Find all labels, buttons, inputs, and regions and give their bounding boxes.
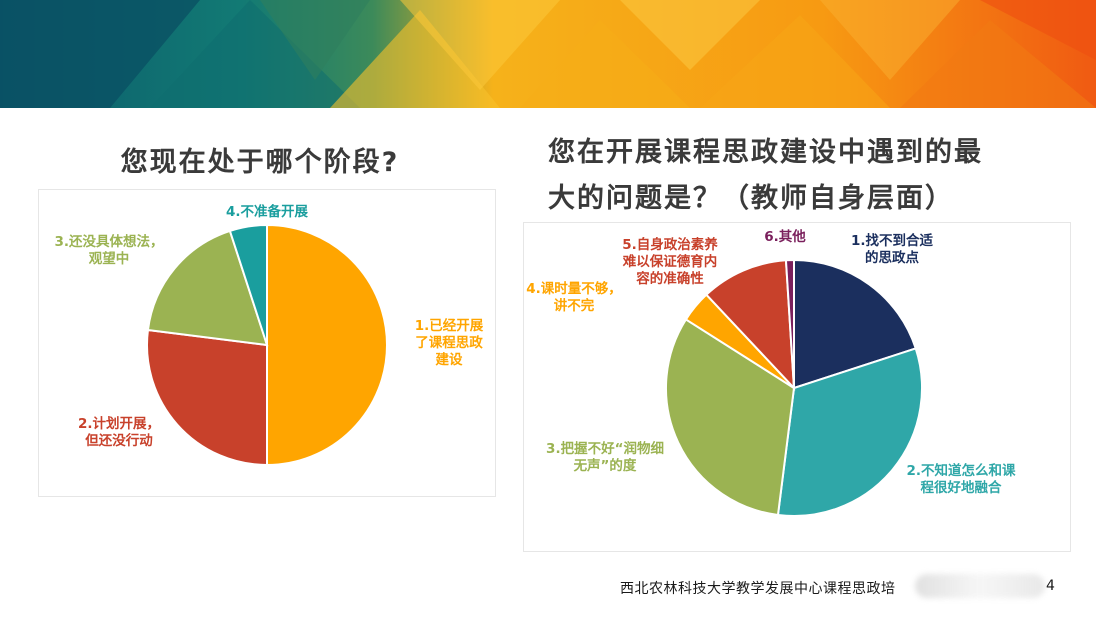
chart2-pie — [665, 258, 923, 517]
chart2-title: 您在开展课程思政建设中遇到的最 大的问题是？（教师自身层面） — [548, 130, 1028, 222]
footer-text: 西北农林科技大学教学发展中心课程思政培 — [620, 581, 896, 597]
slice-label-line: 讲不完 — [553, 298, 595, 314]
chart2-title-line: 您在开展课程思政建设中遇到的最 — [548, 137, 983, 168]
slice-label-line: 5.自身政治素养 — [622, 237, 718, 253]
slice-label-line: 建设 — [435, 352, 463, 368]
pie-slice — [784, 258, 795, 389]
pie-slice — [146, 229, 269, 347]
slice-label-line: 的思政点 — [865, 250, 919, 266]
slice-label-line: 了课程思政 — [415, 335, 483, 351]
chart2-panel: 1.找不到合适 的思政点 2.不知道怎么和课 程很好地融合 3.把握不好“润物细 无声”的… — [523, 222, 1071, 552]
pie-slice — [704, 259, 796, 391]
slice-label-line: 程很好地融合 — [920, 480, 1002, 496]
slice-label: 1.已经开展 了课程思政 建设 — [415, 318, 484, 369]
chart2-title-line: 大的问题是？（教师自身层面） — [548, 183, 954, 214]
slice-label-line: 但还没行动 — [85, 433, 153, 449]
footer-blurred-region — [915, 574, 1045, 598]
chart1-panel: 1.已经开展 了课程思政 建设 2.计划开展， 但还没行动 3.还没具体想法， 观望中 4.不… — [38, 189, 496, 497]
pie-slice — [793, 258, 917, 390]
slice-label-line: 3.还没具体想法， — [54, 234, 164, 250]
slice-label-line: 难以保证德育内 — [622, 254, 718, 270]
pie-slice — [228, 223, 268, 346]
page-number: 4 — [1046, 578, 1055, 594]
slice-label-line: 6.其他 — [764, 229, 806, 245]
slice-label: 2.不知道怎么和课 程很好地融合 — [906, 463, 1015, 497]
slice-label-line: 2.计划开展， — [77, 416, 161, 432]
slice-label: 3.还没具体想法， 观望中 — [54, 234, 163, 268]
slice-label: 5.自身政治素养 难以保证德育内 容的准确性 — [622, 237, 718, 288]
banner-graphic — [0, 0, 1096, 108]
pie-slice — [266, 223, 388, 467]
slice-label-line: 无声”的度 — [573, 458, 637, 474]
slice-label: 4.不准备开展 — [226, 204, 308, 221]
slice-label-line: 3.把握不好“润物细 — [546, 441, 664, 457]
slice-label-line: 1.找不到合适 — [850, 233, 934, 249]
slice-label-line: 4.课时量不够， — [526, 281, 622, 297]
slice-label-line: 2.不知道怎么和课 — [906, 463, 1016, 479]
slice-label-line: 4.不准备开展 — [225, 204, 309, 220]
slice-label: 3.把握不好“润物细 无声”的度 — [546, 441, 664, 475]
slice-label-line: 1.已经开展 — [414, 318, 484, 334]
pie-slice — [146, 328, 268, 467]
slice-label-line: 观望中 — [88, 251, 130, 267]
slice-label: 2.计划开展， 但还没行动 — [78, 416, 160, 450]
slice-label: 1.找不到合适 的思政点 — [851, 233, 933, 267]
slice-label: 6.其他 — [764, 229, 806, 246]
chart1-title: 您现在处于哪个阶段? — [120, 147, 400, 178]
chart1-pie — [146, 223, 388, 467]
header-banner — [0, 0, 1096, 108]
slice-label: 4.课时量不够， 讲不完 — [526, 281, 622, 315]
slice-label-line: 容的准确性 — [636, 271, 704, 287]
pie-slice — [776, 347, 923, 517]
